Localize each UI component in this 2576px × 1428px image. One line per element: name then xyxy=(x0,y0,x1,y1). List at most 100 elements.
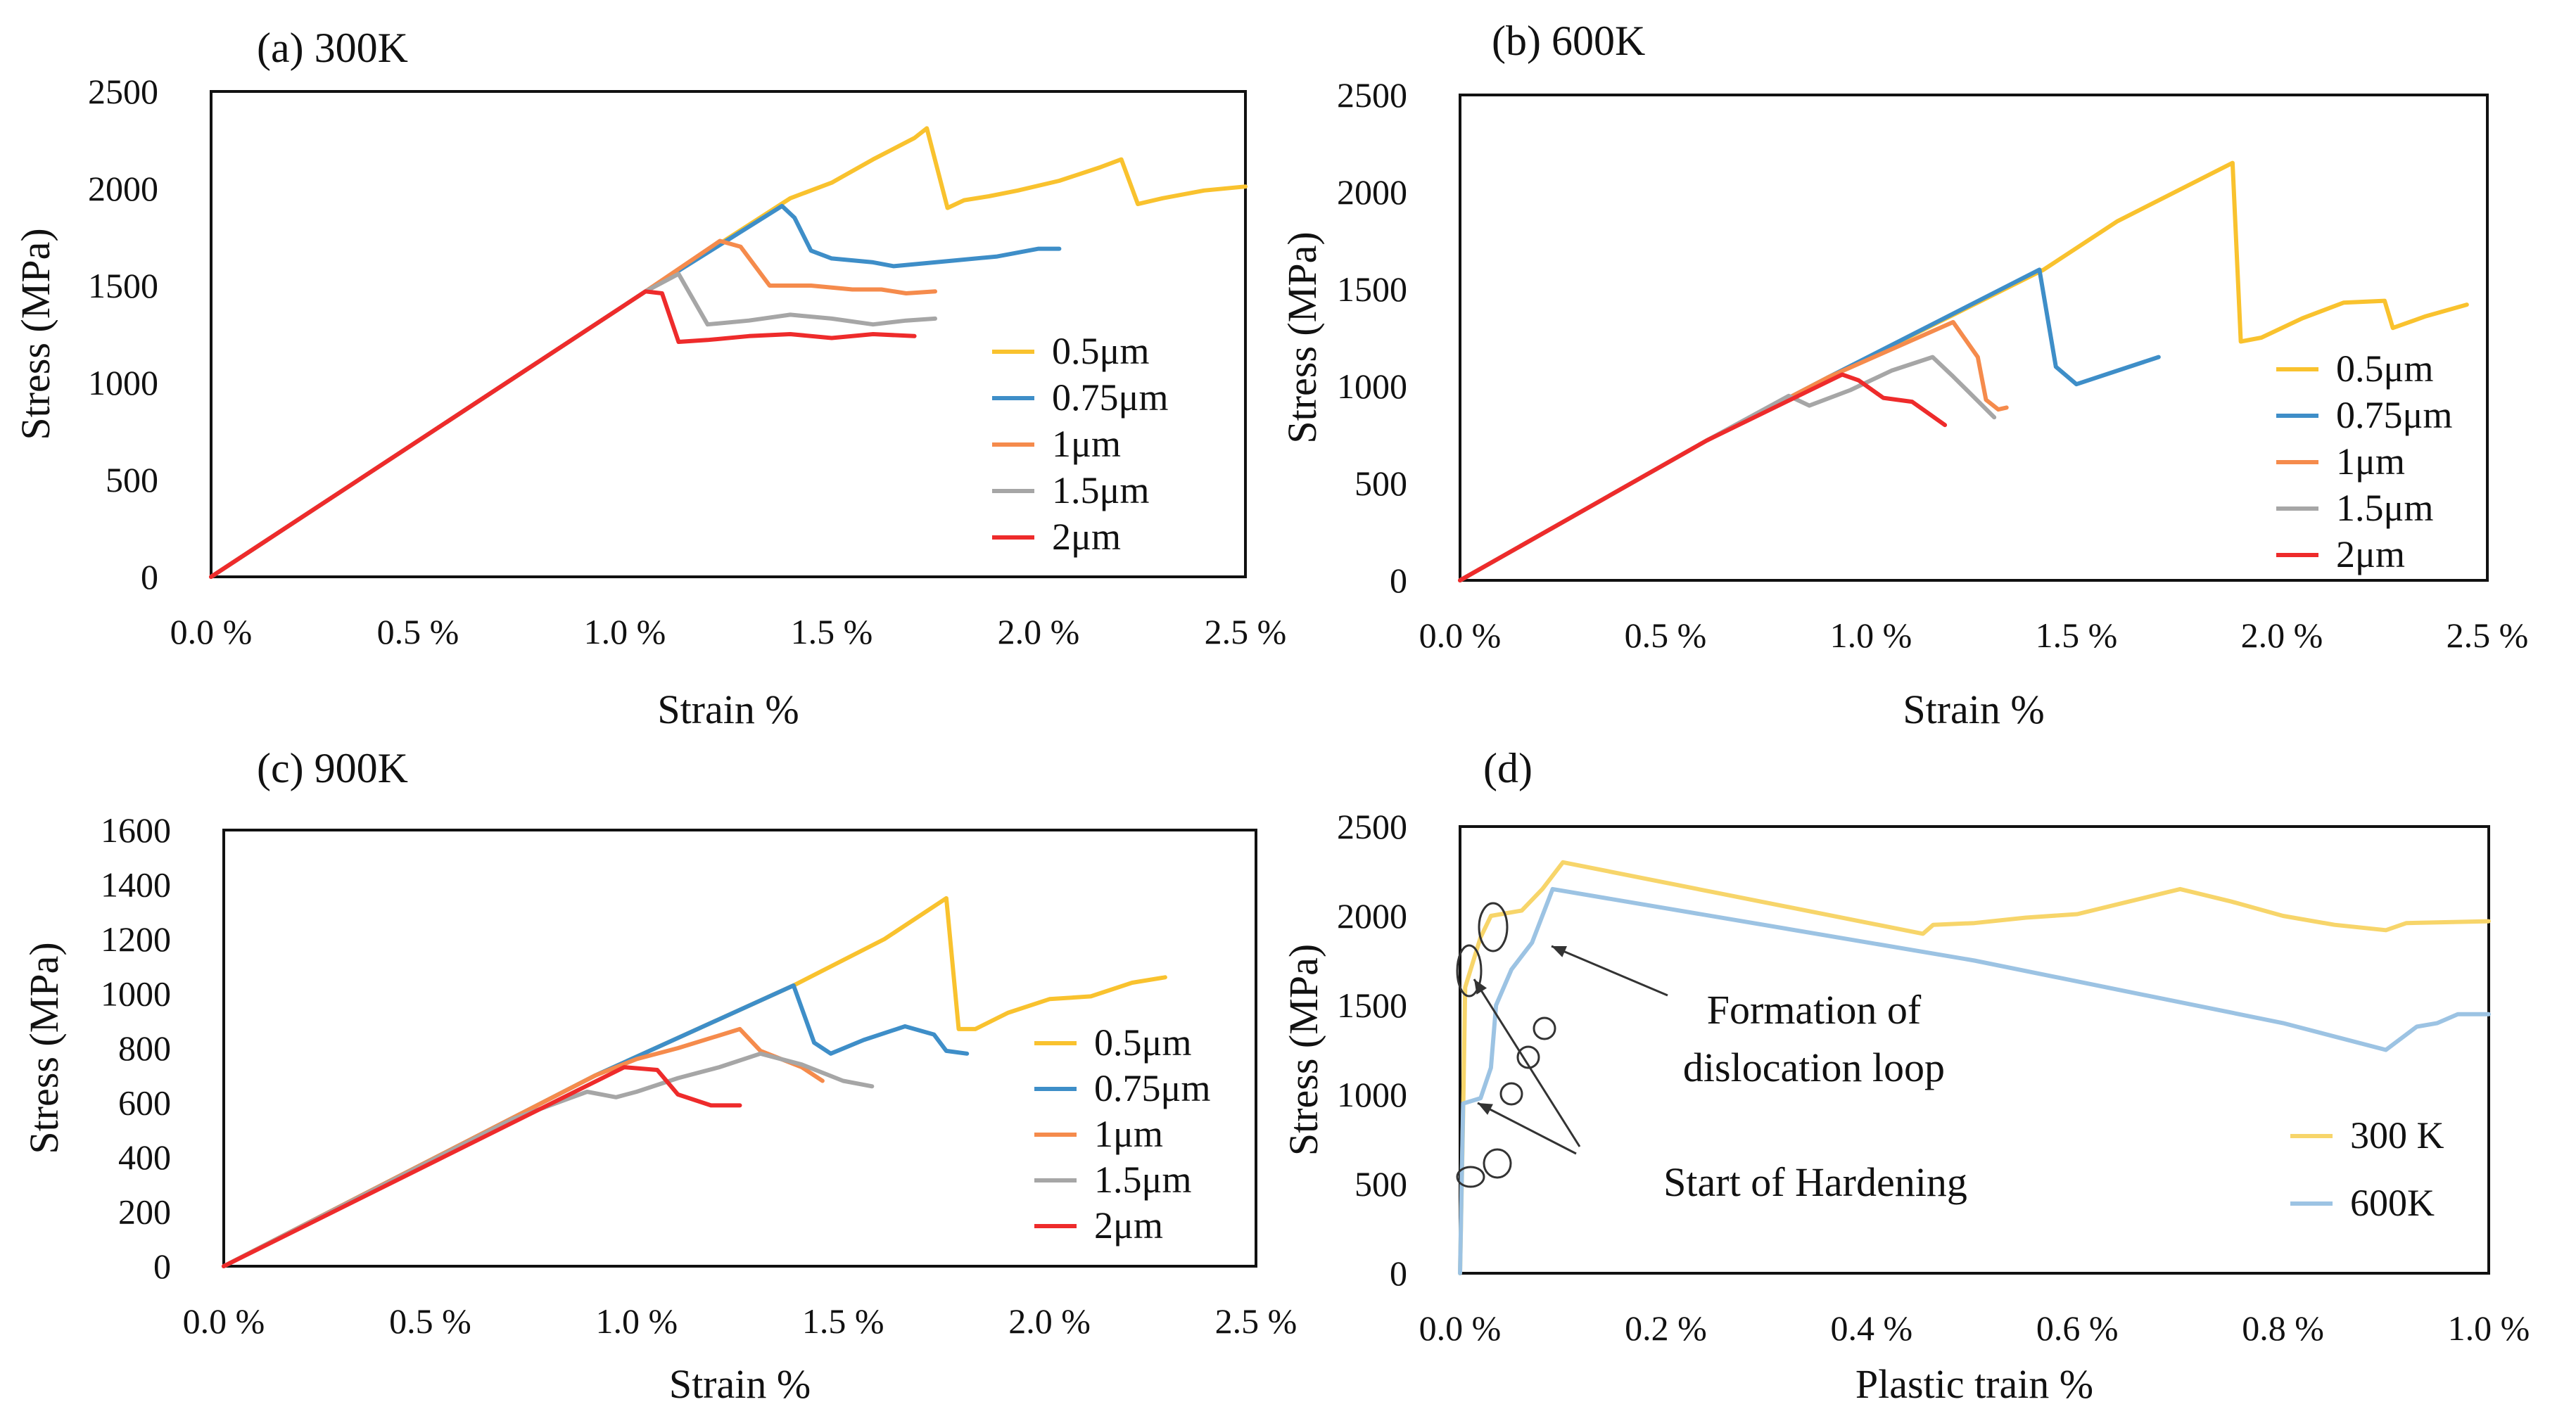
legend-label: 1μm xyxy=(1052,423,1121,465)
x-tick-label: 2.0 % xyxy=(998,612,1080,651)
x-tick-label: 2.5 % xyxy=(1215,1301,1297,1341)
ellipse-marker xyxy=(1456,944,1483,997)
arrow-head xyxy=(1478,1103,1493,1115)
legend-label: 1μm xyxy=(2336,440,2405,483)
legend-label: 0.75μm xyxy=(1094,1067,1210,1109)
y-tick-label: 2500 xyxy=(1337,75,1407,115)
x-axis-label: Plastic train % xyxy=(1855,1361,2093,1407)
plot-area-frame xyxy=(1459,94,2489,582)
series-line-1 xyxy=(1458,160,2469,582)
x-tick-label: 2.0 % xyxy=(2241,616,2323,655)
panel-title: (a) 300K xyxy=(257,25,408,71)
y-tick-label: 1000 xyxy=(88,363,158,402)
x-tick-label: 1.5 % xyxy=(802,1301,884,1341)
y-tick-label: 1600 xyxy=(101,810,171,850)
annotation-dislocation-loop: Formation of xyxy=(1707,987,1922,1033)
series-line-4 xyxy=(209,272,937,579)
x-tick-label: 2.5 % xyxy=(1205,612,1287,651)
panel-title: (b) 600K xyxy=(1492,18,1645,64)
x-tick-label: 2.5 % xyxy=(2447,616,2529,655)
y-tick-label: 1000 xyxy=(1337,366,1407,406)
legend-label: 2μm xyxy=(1094,1204,1163,1247)
x-tick-label: 0.5 % xyxy=(1625,616,1707,655)
panel-a: (a) 300K 0 500 1000 1500 2000 2500 0.0 % 0.5 % 1.… xyxy=(13,25,1286,732)
x-tick-label: 0.5 % xyxy=(389,1301,471,1341)
x-axis-label: Strain % xyxy=(1903,687,2044,732)
y-tick-label: 400 xyxy=(118,1137,171,1177)
y-tick-label: 0 xyxy=(1390,1254,1407,1293)
series-line-4 xyxy=(1458,355,1997,582)
series-line-5 xyxy=(1458,372,1948,582)
panel-d: (d) 0 500 1000 1500 2000 2500 0.0 % 0.2 % 0.4 % 0.… xyxy=(1281,745,2530,1407)
panel-b: (b) 600K 0 500 1000 1500 2000 2500 0.0 % 0.5 % 1.… xyxy=(1279,18,2528,732)
y-tick-label: 200 xyxy=(118,1192,171,1232)
y-tick-label: 2500 xyxy=(1337,807,1407,846)
y-tick-label: 500 xyxy=(1354,464,1407,503)
legend-label: 300 K xyxy=(2350,1114,2444,1156)
x-tick-label: 0.0 % xyxy=(1419,616,1502,655)
panel-c: (c) 900K 0 200 400 600 800 1000 1200 1400 1600 0.0… xyxy=(21,745,1297,1407)
panel-title: (c) 900K xyxy=(257,745,408,791)
y-axis-label: Stress (MPa) xyxy=(1281,944,1326,1156)
y-tick-label: 1500 xyxy=(1337,269,1407,309)
legend-label: 0.5μm xyxy=(2336,348,2433,390)
series-line-2 xyxy=(1458,267,2161,582)
y-axis-label: Stress (MPa) xyxy=(21,942,67,1154)
x-tick-label: 0.8 % xyxy=(2242,1308,2324,1348)
legend-label: 1.5μm xyxy=(2336,487,2433,529)
x-tick-label: 0.5 % xyxy=(377,612,459,651)
y-tick-label: 2000 xyxy=(1337,896,1407,936)
ellipse-marker xyxy=(1478,902,1509,952)
series-line-1 xyxy=(1458,860,2491,1275)
y-tick-label: 1200 xyxy=(101,919,171,959)
annotations: Formation of dislocation loop Start of Har… xyxy=(1456,902,1967,1205)
y-axis-label: Stress (MPa) xyxy=(1279,231,1325,443)
panel-title: (d) xyxy=(1483,745,1533,791)
series-line-2 xyxy=(1458,886,2491,1275)
y-axis-label: Stress (MPa) xyxy=(13,228,58,440)
y-tick-label: 0 xyxy=(1390,561,1407,600)
series-line-5 xyxy=(222,1065,742,1268)
x-tick-label: 1.0 % xyxy=(1830,616,1912,655)
ellipse-marker xyxy=(1533,1016,1556,1040)
ellipse-marker xyxy=(1516,1045,1540,1069)
legend-label: 1.5μm xyxy=(1094,1159,1191,1201)
arrow-line xyxy=(1551,945,1668,997)
x-tick-label: 1.5 % xyxy=(2036,616,2118,655)
annotation-start-of-hardening: Start of Hardening xyxy=(1663,1159,1967,1205)
x-tick-label: 1.0 % xyxy=(2448,1308,2530,1348)
ellipse-marker xyxy=(1499,1082,1523,1106)
y-tick-label: 1500 xyxy=(88,266,158,305)
x-tick-label: 2.0 % xyxy=(1008,1301,1091,1341)
legend-label: 0.75μm xyxy=(1052,376,1168,419)
y-tick-label: 600 xyxy=(118,1083,171,1123)
x-tick-label: 0.2 % xyxy=(1625,1308,1707,1348)
plot-area-frame xyxy=(222,829,1257,1268)
x-tick-label: 0.0 % xyxy=(1419,1308,1502,1348)
annotation-dislocation-loop: dislocation loop xyxy=(1683,1045,1945,1090)
legend-label: 600K xyxy=(2350,1182,2435,1224)
series-line-5 xyxy=(209,289,917,579)
legend-label: 2μm xyxy=(1052,516,1121,558)
plot-area-frame xyxy=(210,90,1247,578)
y-tick-label: 0 xyxy=(141,557,158,597)
ellipse-marker xyxy=(1456,1166,1485,1188)
arrow-head xyxy=(1474,979,1487,995)
y-tick-label: 2500 xyxy=(88,72,158,111)
y-tick-label: 1500 xyxy=(1337,986,1407,1025)
x-tick-label: 0.4 % xyxy=(1830,1308,1912,1348)
x-tick-label: 0.0 % xyxy=(183,1301,265,1341)
plot-area-frame xyxy=(1459,825,2490,1275)
arrow-line xyxy=(1473,978,1581,1147)
legend-label: 1.5μm xyxy=(1052,469,1149,511)
y-tick-label: 2000 xyxy=(1337,172,1407,212)
y-tick-label: 1400 xyxy=(101,865,171,905)
x-tick-label: 1.0 % xyxy=(595,1301,678,1341)
y-tick-label: 500 xyxy=(106,460,158,499)
y-tick-label: 800 xyxy=(118,1028,171,1068)
series-line-1 xyxy=(222,895,1167,1268)
series-line-1 xyxy=(209,126,1248,579)
